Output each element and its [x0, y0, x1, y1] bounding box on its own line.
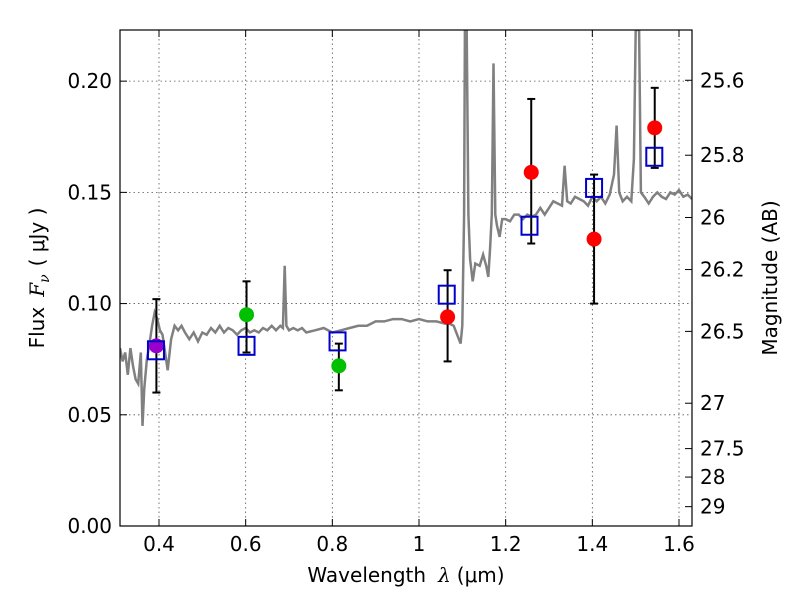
- grid: [120, 30, 692, 526]
- observed-point: [331, 358, 347, 374]
- y2-axis-ticks: 25.6 25.8 26 26.2 26.5 27 27.5 28 29: [685, 68, 745, 519]
- y2-axis-title: Magnitude (AB): [758, 200, 782, 355]
- y2-tick-label: 26.5: [700, 319, 745, 343]
- y-axis-ticks: 0.00 0.05 0.10 0.15 0.20: [67, 69, 127, 538]
- x-tick-label: 1.4: [576, 532, 608, 556]
- y-tick-label: 0.10: [67, 292, 112, 316]
- x-tick-label: 1: [413, 532, 426, 556]
- y-axis-title: FluxFν( μJy ): [25, 208, 53, 349]
- y-tick-label: 0.20: [67, 69, 112, 93]
- x-tick-label: 1.6: [663, 532, 695, 556]
- model-square: [146, 340, 165, 361]
- model-square: [520, 215, 539, 236]
- plot-frame: [119, 29, 693, 527]
- x-axis-title: Wavelength λ (μm): [307, 563, 504, 587]
- error-bars: [152, 86, 659, 394]
- observed-point: [586, 231, 602, 247]
- y2-tick-label: 29: [700, 495, 725, 519]
- y2-tick-label: 27: [700, 391, 725, 415]
- y2-tick-label: 25.8: [700, 143, 745, 167]
- model-square: [237, 335, 256, 356]
- x-axis-ticks: 0.4 0.6 0.8 1 1.2 1.4 1.6: [143, 30, 695, 556]
- y2-tick-label: 26.2: [700, 258, 745, 282]
- observed-point: [647, 120, 663, 136]
- x-tick-label: 0.4: [143, 532, 175, 556]
- y2-tick-label: 26: [700, 206, 725, 230]
- observed-point: [523, 164, 539, 180]
- y-tick-label: 0.15: [67, 180, 112, 204]
- y2-tick-label: 27.5: [700, 437, 745, 461]
- y-tick-label: 0.05: [67, 403, 112, 427]
- x-tick-label: 0.6: [230, 532, 262, 556]
- x-tick-label: 0.8: [316, 532, 348, 556]
- model-points: [146, 146, 664, 361]
- spectrum-line: [120, 30, 692, 426]
- model-square: [585, 177, 604, 198]
- y2-tick-label: 25.6: [700, 68, 745, 92]
- y2-tick-label: 28: [700, 465, 725, 489]
- x-tick-label: 1.2: [490, 532, 522, 556]
- observed-point: [440, 309, 456, 325]
- observed-point: [239, 307, 255, 323]
- model-square: [328, 331, 347, 352]
- observed-points: [148, 120, 663, 374]
- model-square: [645, 146, 664, 167]
- y-tick-label: 0.00: [67, 514, 112, 538]
- model-square: [437, 284, 456, 305]
